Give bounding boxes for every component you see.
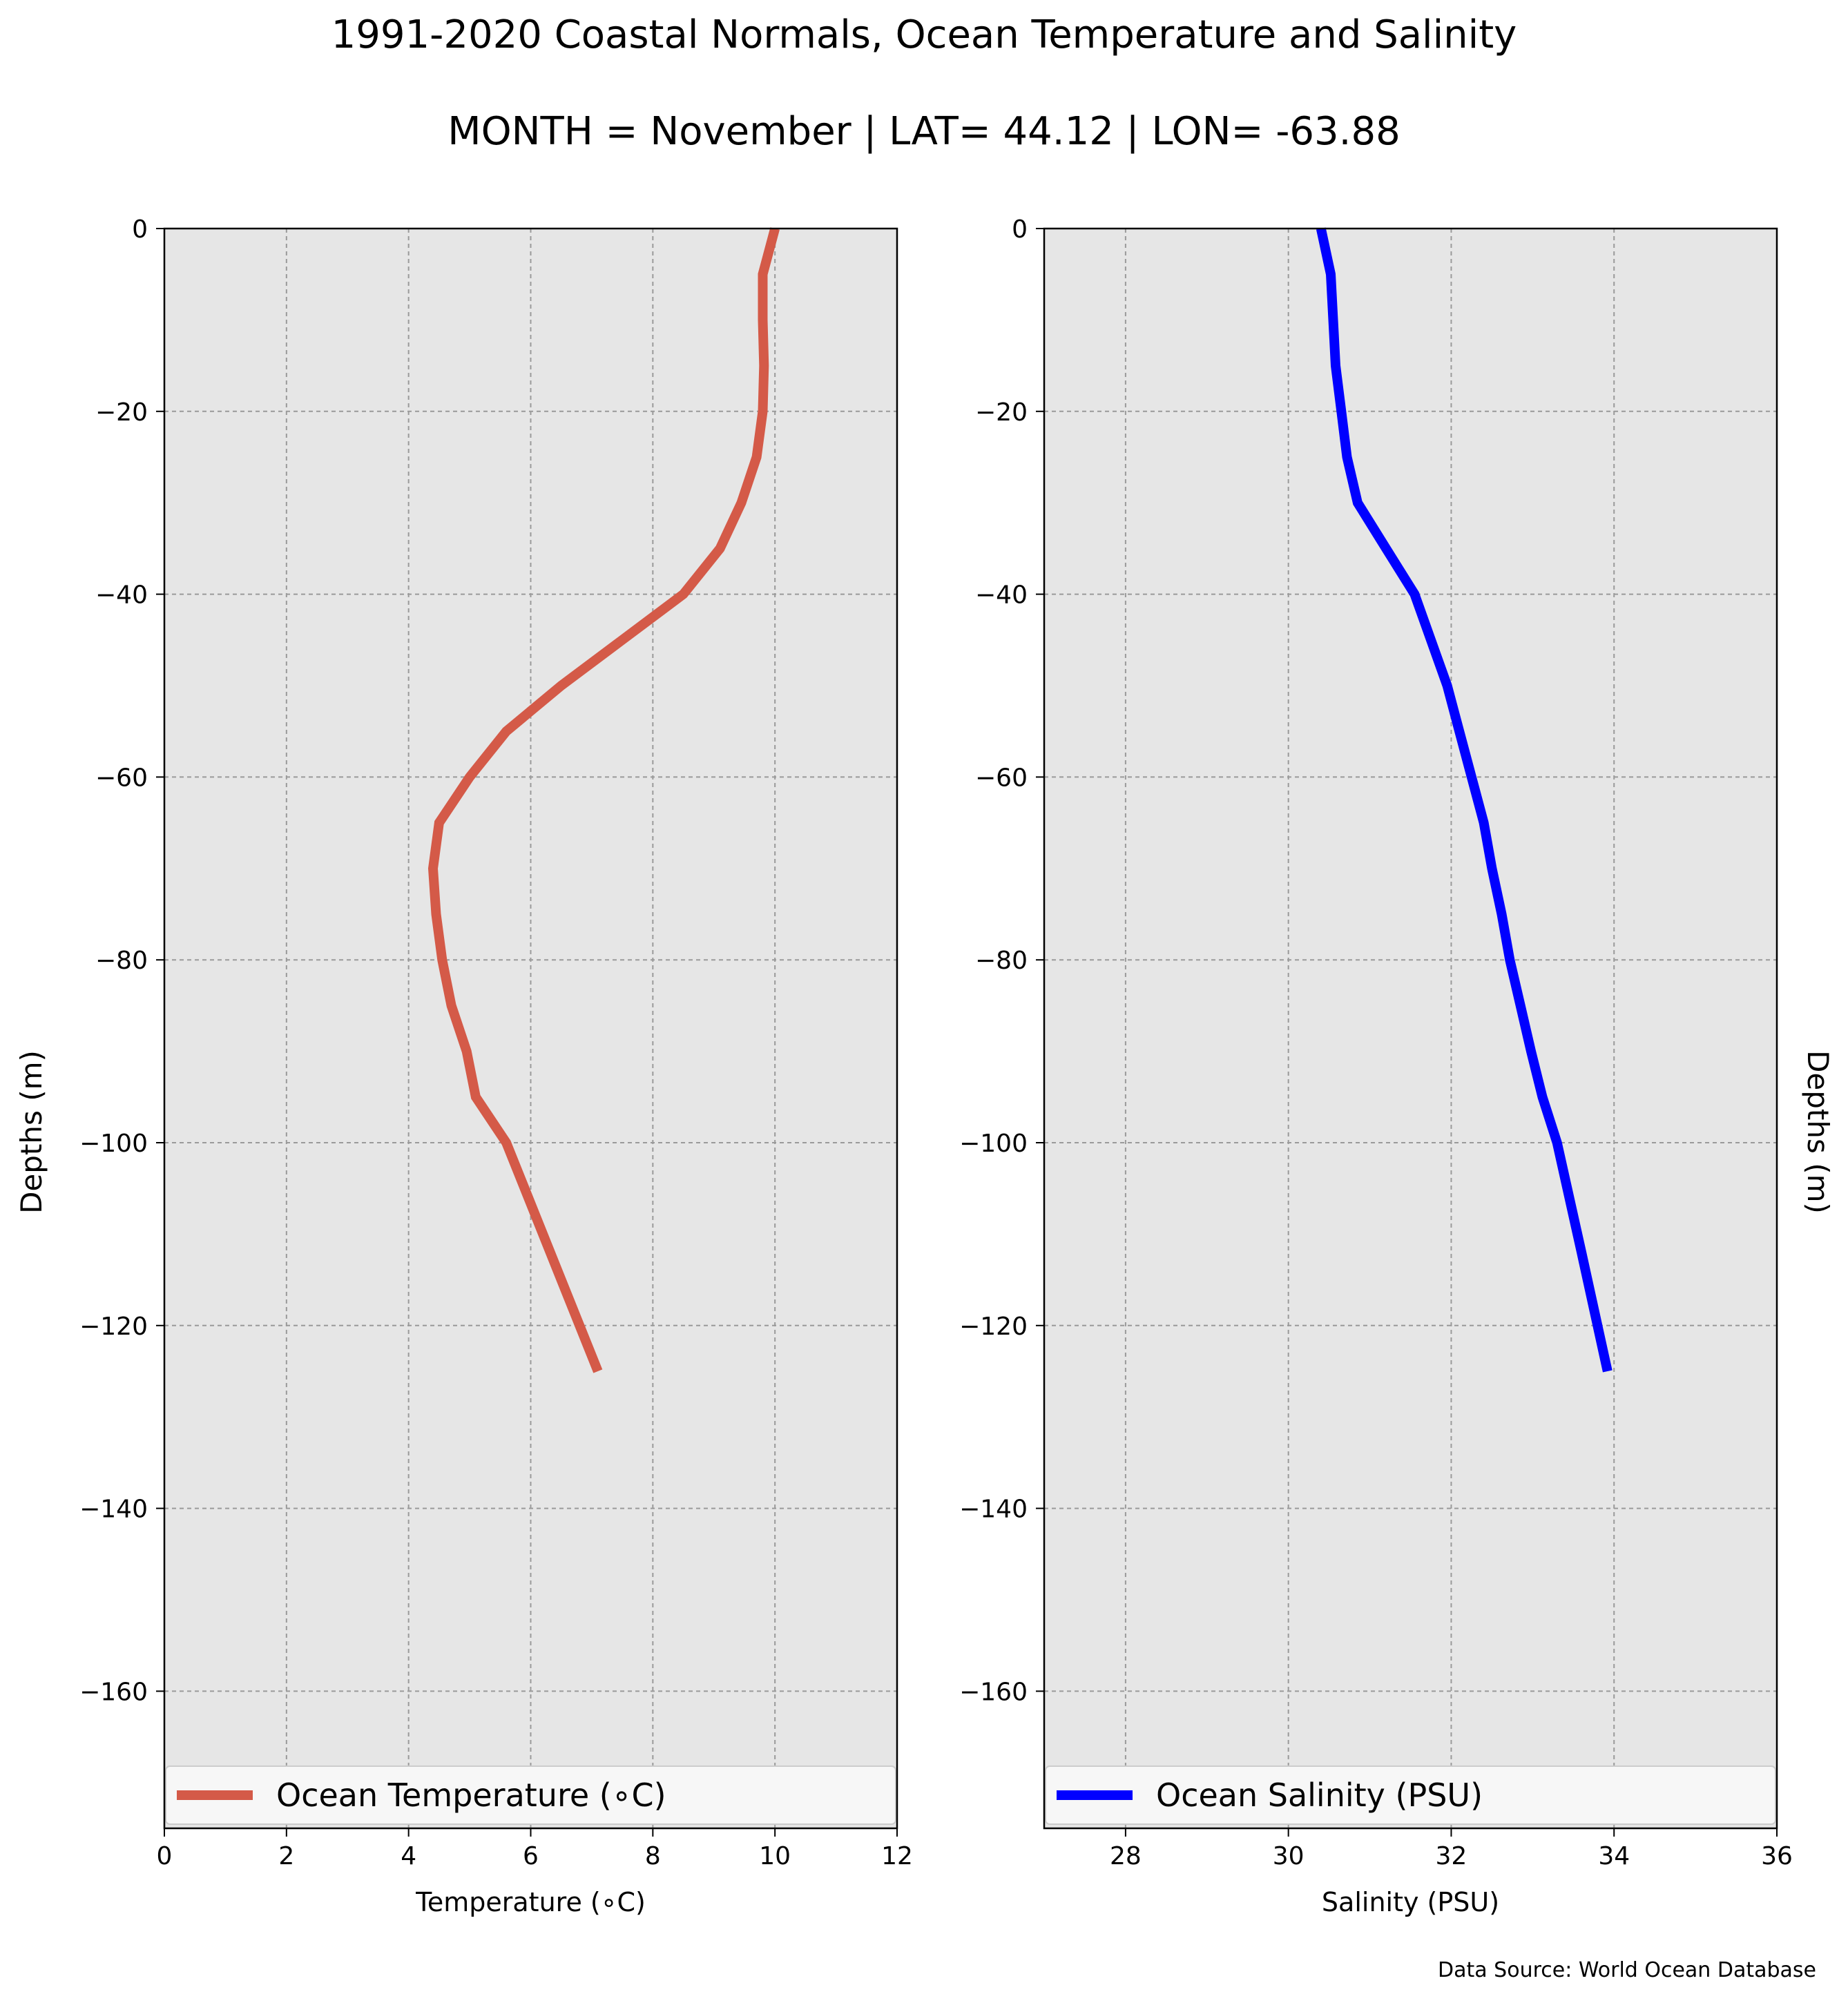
y-tick-label: −80 [95, 947, 148, 975]
y-tick-label: −60 [975, 764, 1028, 792]
x-tick-label: 2 [278, 1842, 294, 1870]
legend-label: Ocean Salinity (PSU) [1156, 1777, 1483, 1814]
y-tick-label: −100 [79, 1130, 148, 1158]
y-tick-label: −120 [79, 1313, 148, 1341]
chart-salinity: Ocean Salinity (PSU) 28 30 32 34 36 0 −20 −40 −60… [959, 215, 1835, 1917]
legend-salinity: Ocean Salinity (PSU) [1045, 1765, 1776, 1825]
y-tick-label: −20 [95, 398, 148, 427]
y-tick-label: −40 [975, 581, 1028, 610]
x-tick-label: 10 [759, 1842, 791, 1870]
series-line-temperature [427, 227, 780, 1373]
legend-label: Ocean Temperature (∘C) [276, 1777, 666, 1814]
x-tick-label: 34 [1598, 1842, 1630, 1870]
y-tick-label: −120 [959, 1313, 1028, 1341]
x-tick-label: 30 [1273, 1842, 1305, 1870]
y-tick-label: 0 [1012, 215, 1028, 244]
y-tick-label: −160 [79, 1678, 148, 1706]
y-axis-label: Depths (m) [1801, 1050, 1835, 1214]
y-tick-label: −140 [959, 1496, 1028, 1524]
x-tick-label: 0 [157, 1842, 173, 1870]
y-tick-label: −100 [959, 1130, 1028, 1158]
chart-temperature: Ocean Temperature (∘C) 0 2 4 6 8 10 12 0 −20 −40 −6… [15, 215, 913, 1917]
x-axis-label: Temperature (∘C) [415, 1887, 646, 1917]
legend-temperature: Ocean Temperature (∘C) [165, 1765, 896, 1825]
chart-title: 1991-2020 Coastal Normals, Ocean Tempera… [331, 12, 1517, 57]
y-tick-label: −60 [95, 764, 148, 792]
data-source-note: Data Source: World Ocean Database [1438, 1958, 1816, 1982]
x-tick-label: 32 [1436, 1842, 1467, 1870]
x-tick-label: 36 [1761, 1842, 1793, 1870]
series-line-salinity [1316, 227, 1613, 1373]
y-tick-label: 0 [132, 215, 148, 244]
legend-box [1045, 1765, 1776, 1825]
y-tick-label: −40 [95, 581, 148, 610]
plot-area-background [1044, 229, 1777, 1828]
x-axis-label: Salinity (PSU) [1322, 1887, 1499, 1917]
y-tick-label: −80 [975, 947, 1028, 975]
y-axis-label: Depths (m) [15, 1050, 48, 1214]
axes-frame [1043, 227, 1778, 1830]
y-tick-label: −160 [959, 1678, 1028, 1706]
x-tick-label: 4 [401, 1842, 416, 1870]
x-tick-label: 28 [1110, 1842, 1142, 1870]
x-tick-label: 6 [523, 1842, 539, 1870]
legend-box [165, 1765, 896, 1825]
y-tick-label: −20 [975, 398, 1028, 427]
x-tick-label: 8 [645, 1842, 661, 1870]
chart-subtitle: MONTH = November | LAT= 44.12 | LON= -63… [447, 109, 1401, 154]
x-tick-label: 12 [881, 1842, 913, 1870]
y-tick-label: −140 [79, 1496, 148, 1524]
